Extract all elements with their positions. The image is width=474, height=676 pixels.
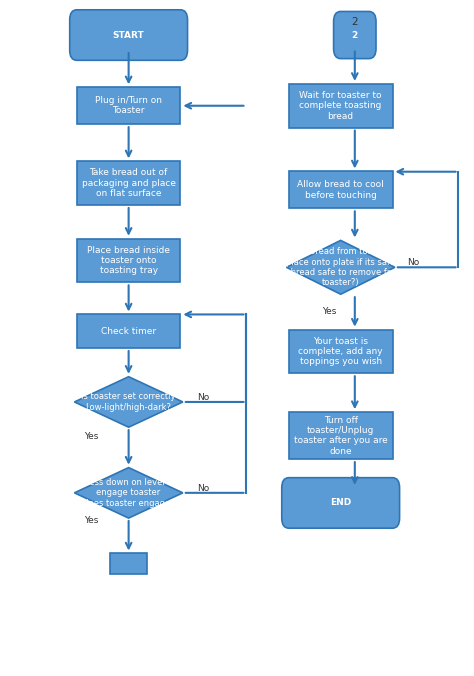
FancyBboxPatch shape [77,239,181,283]
Text: Allow bread to cool
before touching: Allow bread to cool before touching [297,180,384,199]
Text: Turn off
toaster/Unplug
toaster after you are
done: Turn off toaster/Unplug toaster after yo… [294,416,388,456]
FancyBboxPatch shape [77,162,181,205]
Text: Wait for toaster to
complete toasting
bread: Wait for toaster to complete toasting br… [300,91,382,120]
Text: Remove bread from toaster and
place onto plate if its safe
(is bread safe to rem: Remove bread from toaster and place onto… [273,247,408,287]
Polygon shape [74,468,183,518]
Text: Your toast is
complete, add any
toppings you wish: Your toast is complete, add any toppings… [298,337,383,366]
Text: Check timer: Check timer [101,327,156,336]
Text: No: No [197,393,209,402]
Text: Take bread out of
packaging and place
on flat surface: Take bread out of packaging and place on… [82,168,176,198]
FancyBboxPatch shape [282,478,400,528]
FancyBboxPatch shape [289,330,392,373]
Text: Yes: Yes [84,516,98,525]
FancyBboxPatch shape [289,84,392,128]
FancyBboxPatch shape [77,87,181,124]
Text: Press down on lever to
engage toaster
(does toaster engage?): Press down on lever to engage toaster (d… [80,478,178,508]
Text: Plug in/Turn on
Toaster: Plug in/Turn on Toaster [95,96,162,116]
Text: START: START [113,30,145,40]
Text: Yes: Yes [84,432,98,441]
Text: Is toaster set correctly
Low-light/high-dark?: Is toaster set correctly Low-light/high-… [82,392,176,412]
FancyBboxPatch shape [334,11,376,59]
Text: No: No [197,484,209,493]
Text: Yes: Yes [322,308,336,316]
FancyBboxPatch shape [77,314,181,348]
Polygon shape [286,241,395,294]
Text: END: END [330,498,351,508]
FancyBboxPatch shape [70,10,188,60]
FancyBboxPatch shape [110,554,147,574]
Polygon shape [74,377,183,427]
Text: Place bread inside
toaster onto
toasting tray: Place bread inside toaster onto toasting… [87,245,170,276]
Text: No: No [407,258,419,267]
FancyBboxPatch shape [289,172,392,208]
Text: 2: 2 [352,17,358,26]
FancyBboxPatch shape [289,412,392,459]
Text: 2: 2 [352,30,358,40]
